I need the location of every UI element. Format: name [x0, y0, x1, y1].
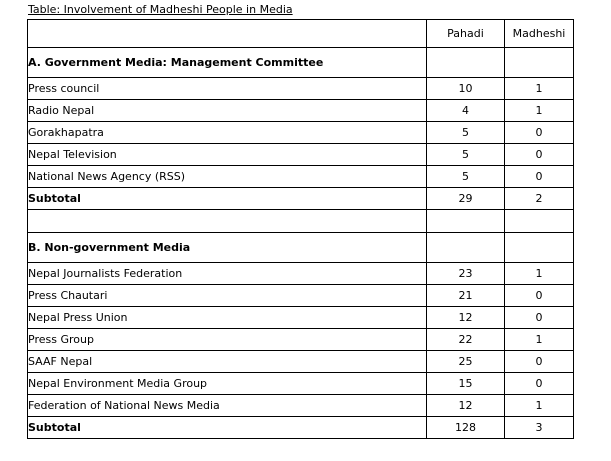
row-madheshi-value: 0	[504, 372, 574, 395]
table-row-data: National News Agency (RSS) 5 0	[27, 165, 574, 188]
row-madheshi-value: 1	[504, 77, 574, 100]
table-row-subtotal: Subtotal 128 3	[27, 416, 574, 439]
row-label: Subtotal	[27, 416, 427, 439]
header-cell-pahadi: Pahadi	[426, 19, 505, 48]
table-row-data: Nepal Press Union 12 0	[27, 306, 574, 329]
row-label: A. Government Media: Management Committe…	[27, 47, 427, 78]
table-row-subtotal: Subtotal 29 2	[27, 187, 574, 210]
row-pahadi-value: 15	[426, 372, 505, 395]
row-label: Gorakhapatra	[27, 121, 427, 144]
row-label: Radio Nepal	[27, 99, 427, 122]
table-row-data: SAAF Nepal 25 0	[27, 350, 574, 373]
row-label: B. Non-government Media	[27, 232, 427, 263]
row-pahadi-value	[426, 47, 505, 78]
row-madheshi-value: 0	[504, 284, 574, 307]
row-madheshi-value: 0	[504, 306, 574, 329]
row-label: Press Chautari	[27, 284, 427, 307]
row-madheshi-value: 0	[504, 350, 574, 373]
row-pahadi-value: 5	[426, 165, 505, 188]
header-row: Pahadi Madheshi	[27, 19, 574, 48]
table-title: Table: Involvement of Madheshi People in…	[28, 3, 293, 16]
row-pahadi-value: 128	[426, 416, 505, 439]
row-madheshi-value: 0	[504, 165, 574, 188]
table-row-data: Press Group 22 1	[27, 328, 574, 351]
row-pahadi-value: 22	[426, 328, 505, 351]
row-label: Federation of National News Media	[27, 394, 427, 417]
row-pahadi-value	[426, 232, 505, 263]
table-row-data: Nepal Environment Media Group 15 0	[27, 372, 574, 395]
row-label: SAAF Nepal	[27, 350, 427, 373]
row-label: Nepal Press Union	[27, 306, 427, 329]
row-pahadi-value: 29	[426, 187, 505, 210]
row-pahadi-value: 23	[426, 262, 505, 285]
row-pahadi-value: 12	[426, 394, 505, 417]
row-madheshi-value: 0	[504, 121, 574, 144]
row-madheshi-value	[504, 209, 574, 233]
header-cell-madheshi: Madheshi	[504, 19, 574, 48]
row-pahadi-value: 4	[426, 99, 505, 122]
table-row-data: Gorakhapatra 5 0	[27, 121, 574, 144]
row-madheshi-value: 1	[504, 99, 574, 122]
row-label: Nepal Journalists Federation	[27, 262, 427, 285]
row-label: Nepal Environment Media Group	[27, 372, 427, 395]
table-row-section: B. Non-government Media	[27, 232, 574, 263]
table-row-data: Radio Nepal 4 1	[27, 99, 574, 122]
table-row-data: Federation of National News Media 12 1	[27, 394, 574, 417]
row-pahadi-value: 21	[426, 284, 505, 307]
table-row-data: Nepal Journalists Federation 23 1	[27, 262, 574, 285]
row-pahadi-value	[426, 209, 505, 233]
media-involvement-table: Pahadi Madheshi A. Government Media: Man…	[27, 19, 574, 439]
header-cell-empty	[27, 19, 427, 48]
row-label: Nepal Television	[27, 143, 427, 166]
row-pahadi-value: 25	[426, 350, 505, 373]
row-madheshi-value	[504, 232, 574, 263]
table-row-data: Press council 10 1	[27, 77, 574, 100]
row-madheshi-value: 1	[504, 328, 574, 351]
row-label: Press council	[27, 77, 427, 100]
row-label: National News Agency (RSS)	[27, 165, 427, 188]
table-row-data: Press Chautari 21 0	[27, 284, 574, 307]
row-pahadi-value: 12	[426, 306, 505, 329]
table-row-section: A. Government Media: Management Committe…	[27, 47, 574, 78]
row-madheshi-value: 3	[504, 416, 574, 439]
row-madheshi-value: 0	[504, 143, 574, 166]
row-pahadi-value: 10	[426, 77, 505, 100]
table-row-empty	[27, 209, 574, 233]
row-madheshi-value: 1	[504, 394, 574, 417]
row-madheshi-value: 1	[504, 262, 574, 285]
row-label: Subtotal	[27, 187, 427, 210]
row-madheshi-value: 2	[504, 187, 574, 210]
row-label	[27, 209, 427, 233]
table-row-data: Nepal Television 5 0	[27, 143, 574, 166]
row-label: Press Group	[27, 328, 427, 351]
row-madheshi-value	[504, 47, 574, 78]
row-pahadi-value: 5	[426, 143, 505, 166]
table-body: A. Government Media: Management Committe…	[27, 47, 574, 439]
row-pahadi-value: 5	[426, 121, 505, 144]
